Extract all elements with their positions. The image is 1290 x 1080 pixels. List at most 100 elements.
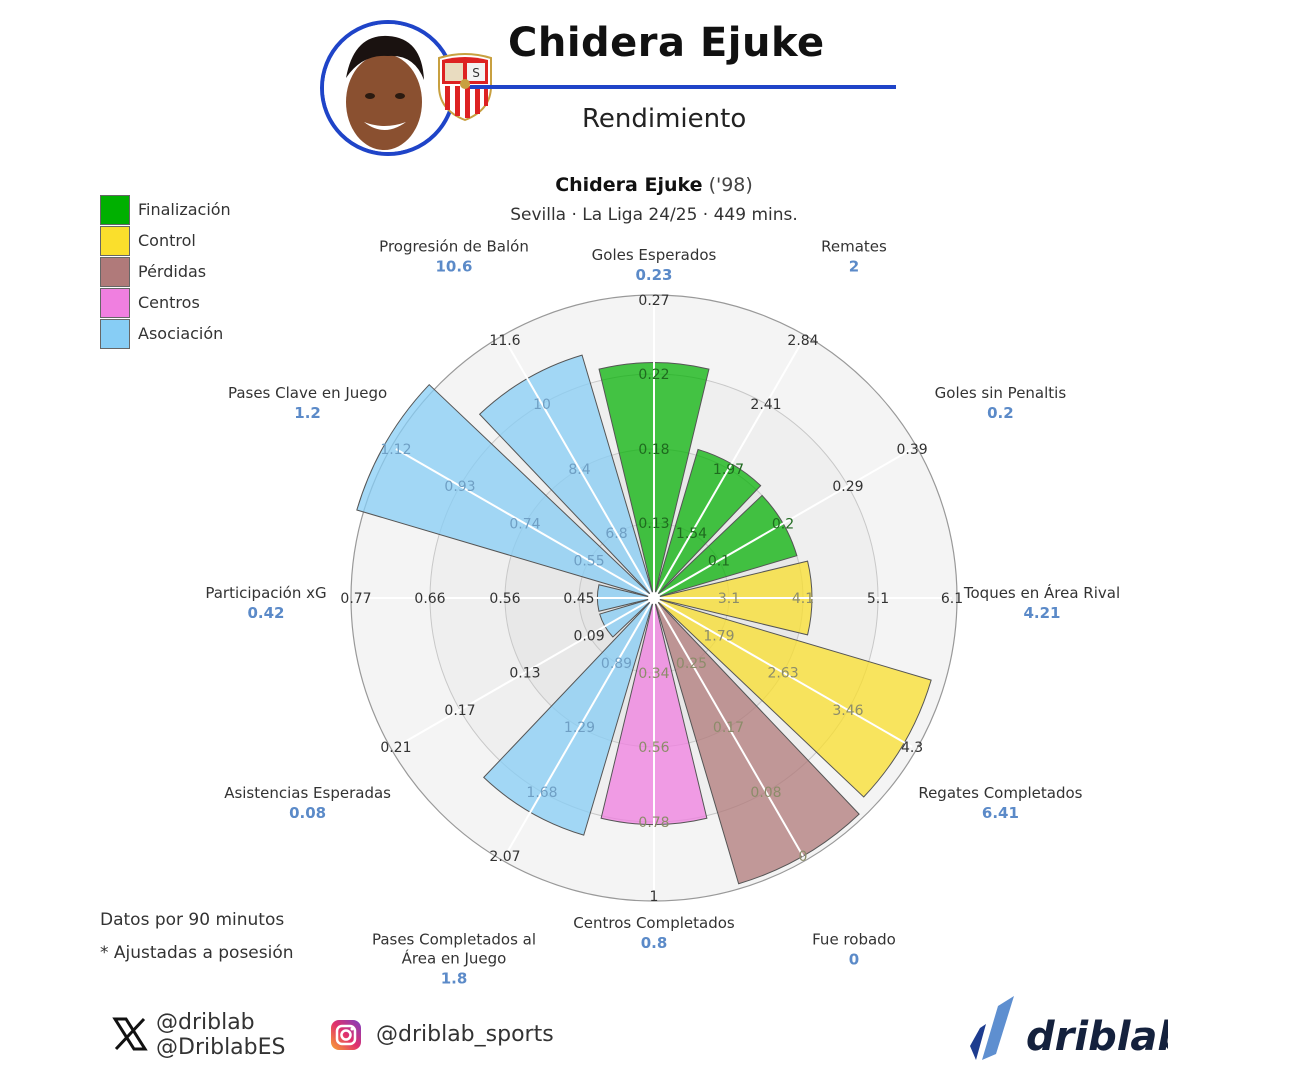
tick-label: 5.1 — [867, 591, 889, 607]
page-subtitle: Rendimiento — [582, 104, 747, 134]
driblab-logo: driblab — [968, 994, 1186, 1068]
x-logo-icon — [112, 1016, 148, 1056]
metric-value: 4.21 — [1023, 604, 1060, 622]
legend-swatch — [100, 256, 130, 287]
legend-item-control: Control — [100, 225, 196, 256]
tick-label: 0.77 — [340, 591, 371, 607]
tick-label: 0.45 — [563, 591, 594, 607]
tick-label: 0.29 — [832, 479, 863, 495]
metric-value: 0 — [849, 950, 859, 968]
svg-text:Remates: Remates — [821, 238, 887, 256]
tick-label: 11.6 — [489, 333, 520, 349]
bar-pases-completados-al-rea-en-juego — [483, 601, 653, 836]
tick-label: 1.68 — [526, 785, 557, 801]
club-crest-icon: S — [436, 52, 494, 122]
chart-player-name: Chidera Ejuke — [555, 174, 703, 196]
tick-label: 4.1 — [792, 591, 814, 607]
chart-axis-labels: Goles Esperados 0.23 Remates 2 Goles sin Pen… — [205, 238, 1120, 988]
bar-regates-completados — [657, 599, 932, 798]
legend-item-finalizacion: Finalización — [100, 194, 231, 225]
bar-asistencias-esperadas — [599, 599, 651, 638]
player-avatar — [320, 20, 456, 156]
tick-label: 0.25 — [676, 656, 707, 672]
tick-label: 0.93 — [444, 479, 475, 495]
legend-item-centros: Centros — [100, 287, 200, 318]
axis-label: Goles sin Penaltis 0.2 — [935, 384, 1067, 422]
bar-goles-sin-penaltis — [657, 494, 798, 597]
instagram-logo-icon — [330, 1019, 362, 1055]
driblab-wordmark: driblab — [1026, 1014, 1168, 1060]
svg-text:Goles Esperados: Goles Esperados — [592, 246, 717, 264]
axis-label: Fue robado 0 — [812, 930, 896, 968]
tick-label: 1.54 — [676, 526, 707, 542]
tick-label: 0.1 — [708, 554, 730, 570]
tick-label: 8.4 — [568, 462, 590, 478]
tick-label: 0 — [799, 849, 808, 865]
metric-value: 0.2 — [987, 404, 1014, 422]
svg-text:Centros Completados: Centros Completados — [573, 914, 735, 932]
tick-label: 10 — [533, 397, 551, 413]
tick-label: 6.1 — [941, 591, 963, 607]
instagram-handle[interactable]: @driblab_sports — [376, 1022, 554, 1047]
tick-label: 0.56 — [489, 591, 520, 607]
bar-pases-clave-en-juego — [356, 383, 651, 597]
legend-item-asociacion: Asociación — [100, 318, 223, 349]
per90-note: Datos por 90 minutos — [100, 910, 285, 930]
tick-label: 0.13 — [509, 666, 540, 682]
tick-label: 0.17 — [713, 720, 744, 736]
tick-label: 4.3 — [901, 740, 923, 756]
legend-label: Centros — [138, 293, 200, 312]
axis-label: Toques en Área Rival 4.21 — [963, 583, 1120, 622]
tick-label: 0.13 — [638, 516, 669, 532]
bar-progresi-n-de-bal-n — [478, 354, 653, 595]
svg-text:Toques en Área Rival: Toques en Área Rival — [963, 583, 1120, 602]
x-handle-driblab[interactable]: @driblab — [156, 1010, 255, 1035]
axis-label: Participación xG 0.42 — [205, 584, 326, 622]
legend-label: Finalización — [138, 200, 231, 219]
tick-label: 0.55 — [573, 554, 604, 570]
metric-value: 10.6 — [435, 258, 472, 276]
svg-text:Participación xG: Participación xG — [205, 584, 326, 602]
tick-label: 1.97 — [713, 462, 744, 478]
tick-label: 0.22 — [638, 367, 669, 383]
tick-label: 1.12 — [380, 442, 411, 458]
x-handles: @driblab @DriblabES — [156, 1010, 286, 1060]
chart-bars — [356, 354, 932, 885]
tick-label: 0.74 — [509, 517, 540, 533]
tick-label: 0.89 — [601, 656, 632, 672]
tick-label: 0.2 — [772, 517, 794, 533]
svg-text:Pases Completados al: Pases Completados al — [372, 930, 536, 948]
x-handle-driblabes[interactable]: @DriblabES — [156, 1035, 286, 1060]
svg-text:Área en Juego: Área en Juego — [402, 948, 507, 967]
tick-label: 1 — [650, 889, 659, 905]
tick-label: 0.34 — [638, 666, 669, 682]
tick-label: 1.79 — [703, 629, 734, 645]
metric-value: 2 — [849, 258, 859, 276]
tick-label: 0.09 — [573, 629, 604, 645]
axis-label: Pases Clave en Juego 1.2 — [228, 384, 387, 422]
tick-label: 0.18 — [638, 442, 669, 458]
legend-swatch — [100, 225, 130, 256]
metric-value: 1.2 — [294, 404, 321, 422]
tick-label: 0.66 — [414, 591, 445, 607]
svg-text:Asistencias Esperadas: Asistencias Esperadas — [224, 784, 391, 802]
legend-item-perdidas: Pérdidas — [100, 256, 206, 287]
legend-label: Asociación — [138, 324, 224, 343]
metric-value: 6.41 — [982, 804, 1019, 822]
axis-label: Regates Completados 6.41 — [918, 784, 1082, 822]
tick-label: 0.21 — [380, 740, 411, 756]
possession-note: * Ajustadas a posesión — [100, 943, 294, 963]
metric-value: 0.08 — [289, 804, 326, 822]
chart-title: Chidera Ejuke ('98) — [0, 174, 1290, 196]
tick-label: 2.07 — [489, 849, 520, 865]
metric-value: 1.8 — [441, 969, 468, 987]
tick-label: 2.84 — [787, 333, 818, 349]
metric-value: 0.42 — [247, 604, 284, 622]
svg-text:S: S — [472, 66, 480, 80]
bar-fue-robado — [655, 601, 860, 885]
metric-value: 0.23 — [635, 266, 672, 284]
bar-remates — [655, 448, 762, 595]
chart-subtitle: Sevilla · La Liga 24/25 · 449 mins. — [510, 205, 798, 225]
axis-label: Progresión de Balón 10.6 — [379, 238, 529, 276]
